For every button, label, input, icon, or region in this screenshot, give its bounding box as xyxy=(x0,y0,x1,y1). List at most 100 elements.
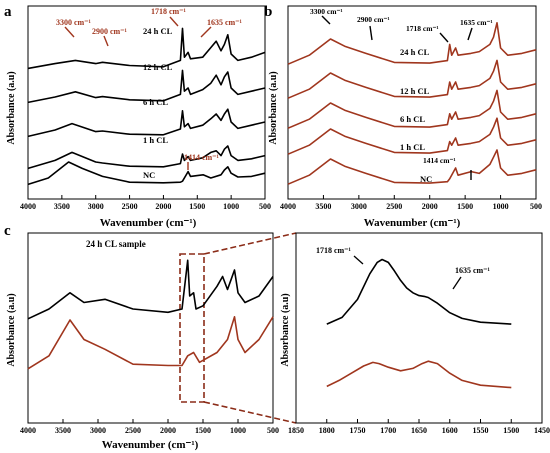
zoom-region-box xyxy=(179,253,205,403)
x-tick-label: 2500 xyxy=(125,426,141,435)
series-line-a-3 xyxy=(27,145,266,170)
arrow-b-3300-icon xyxy=(321,15,331,25)
annotation-b-1718: 1718 cm⁻¹ xyxy=(406,24,439,33)
x-tick-label: 1700 xyxy=(380,426,396,435)
panel-c-left-series xyxy=(27,259,274,370)
panel-c-label: c xyxy=(4,223,11,239)
x-tick-label: 4000 xyxy=(20,202,36,211)
zoom-connectors xyxy=(203,232,297,424)
panel-a-xlabel: Wavenumber (cm⁻¹) xyxy=(100,217,197,229)
x-tick-label: 1600 xyxy=(442,426,458,435)
x-tick-label: 3000 xyxy=(351,202,367,211)
annotation-b-1635: 1635 cm⁻¹ xyxy=(460,18,493,27)
panel-a-frame xyxy=(27,5,266,200)
panel-a: 4000 3500 3000 2500 2000 1500 1000 500 a Absorb… xyxy=(4,4,271,229)
x-tick-label: 1500 xyxy=(503,426,519,435)
panel-b-ticks: 4000 3500 3000 2500 2000 1500 1000 500 xyxy=(280,195,542,211)
sample-label-1h: 1 h CL xyxy=(143,135,168,145)
arrow-c-1718-icon xyxy=(353,255,364,265)
arrow-c-1635-icon xyxy=(452,276,462,290)
annotation-c-1718: 1718 cm⁻¹ xyxy=(316,246,351,255)
x-tick-label: 1850 xyxy=(288,426,304,435)
annotation-b-1414: 1414 cm⁻¹ xyxy=(423,156,456,165)
panel-c-left: 4000 3500 3000 2500 2000 1500 1000 500 c 24 h C… xyxy=(4,223,279,451)
x-tick-label: 1500 xyxy=(195,426,211,435)
x-tick-label: 2000 xyxy=(160,426,176,435)
panel-c-right-ticks: 1850 1800 1750 1700 1650 1600 1550 1500 1450 xyxy=(288,419,550,435)
x-tick-label: 1500 xyxy=(457,202,473,211)
series-line-c-right-1 xyxy=(326,360,512,389)
panel-c-left-xlabel: Wavenumber (cm⁻¹) xyxy=(102,439,199,451)
x-tick-label: 4000 xyxy=(280,202,296,211)
panel-a-annotations: 3300 cm⁻¹ 2900 cm⁻¹ 1718 cm⁻¹ 1635 cm⁻¹ … xyxy=(56,7,242,162)
annotation-b-3300: 3300 cm⁻¹ xyxy=(310,7,343,16)
panel-c-left-ticks: 4000 3500 3000 2500 2000 1500 1000 500 xyxy=(20,419,279,435)
x-tick-label: 1550 xyxy=(473,426,489,435)
panel-c-right-ylabel: Absorbance (a.u) xyxy=(280,293,291,366)
panel-b-arrows xyxy=(321,15,473,180)
series-line-a-1 xyxy=(27,69,266,104)
series-line-b-0 xyxy=(287,22,537,65)
x-tick-label: 2500 xyxy=(122,202,138,211)
series-line-c-left-0 xyxy=(27,259,274,320)
sample-label-24h: 24 h CL xyxy=(143,26,173,36)
x-tick-label: 2000 xyxy=(155,202,171,211)
annotation-2900: 2900 cm⁻¹ xyxy=(92,27,127,36)
panel-a-sample-labels: 24 h CL 12 h CL 6 h CL 1 h CL NC xyxy=(143,26,173,180)
sample-label-b-1h: 1 h CL xyxy=(400,142,425,152)
panel-c-right-frame xyxy=(295,232,543,424)
panel-c-title: 24 h CL sample xyxy=(86,239,146,249)
annotation-c-1635: 1635 cm⁻¹ xyxy=(455,266,490,275)
panel-c-left-frame xyxy=(27,232,274,424)
series-line-a-4 xyxy=(27,161,266,186)
arrow-3300-icon xyxy=(64,26,75,38)
sample-label-12h: 12 h CL xyxy=(143,62,173,72)
sample-label-b-24h: 24 h CL xyxy=(400,47,430,57)
panel-c-right: 1850 1800 1750 1700 1650 1600 1550 1500 1450 Abs… xyxy=(280,232,550,435)
x-tick-label: 1650 xyxy=(411,426,427,435)
arrow-b-1718-icon xyxy=(439,32,449,43)
panel-a-arrows xyxy=(64,16,212,170)
panel-b-label: b xyxy=(264,4,272,20)
series-line-b-2 xyxy=(287,89,537,129)
x-tick-label: 500 xyxy=(530,202,542,211)
series-line-a-2 xyxy=(27,108,266,138)
x-tick-label: 3500 xyxy=(55,426,71,435)
sample-label-nc: NC xyxy=(143,170,155,180)
x-tick-label: 1000 xyxy=(230,426,246,435)
x-tick-label: 1800 xyxy=(319,426,335,435)
panel-b-annotations: 3300 cm⁻¹ 2900 cm⁻¹ 1718 cm⁻¹ 1635 cm⁻¹ … xyxy=(310,7,493,165)
panel-b-sample-labels: 24 h CL 12 h CL 6 h CL 1 h CL NC xyxy=(400,47,432,184)
sample-label-b-12h: 12 h CL xyxy=(400,86,430,96)
arrow-2900-icon xyxy=(103,35,109,47)
x-tick-label: 1750 xyxy=(350,426,366,435)
series-line-c-left-1 xyxy=(27,316,274,370)
annotation-1718: 1718 cm⁻¹ xyxy=(151,7,186,16)
sample-label-b-6h: 6 h CL xyxy=(400,114,425,124)
zoom-connector-top xyxy=(203,232,297,255)
x-tick-label: 3000 xyxy=(88,202,104,211)
annotation-1414: 1414 cm⁻¹ xyxy=(184,153,219,162)
x-tick-label: 3500 xyxy=(315,202,331,211)
annotation-1635: 1635 cm⁻¹ xyxy=(207,18,242,27)
arrow-1635-icon xyxy=(200,26,212,38)
sample-label-b-nc: NC xyxy=(420,174,432,184)
x-tick-label: 2500 xyxy=(386,202,402,211)
panel-b-series xyxy=(287,22,537,185)
series-line-c-right-0 xyxy=(326,258,512,325)
sample-label-6h: 6 h CL xyxy=(143,97,168,107)
panel-c-right-series xyxy=(326,258,512,389)
panel-c-right-annotations: 1718 cm⁻¹ 1635 cm⁻¹ xyxy=(316,246,490,275)
panel-b-ylabel: Absorbance (a.u) xyxy=(268,71,279,144)
x-tick-label: 3000 xyxy=(90,426,106,435)
panel-b: 4000 3500 3000 2500 2000 1500 1000 500 b Absorb… xyxy=(264,4,542,229)
series-line-b-1 xyxy=(287,59,537,99)
series-line-a-0 xyxy=(27,27,266,70)
x-tick-label: 1000 xyxy=(223,202,239,211)
arrow-b-1635-icon xyxy=(467,27,473,41)
x-tick-label: 3500 xyxy=(54,202,70,211)
panel-c-left-ylabel: Absorbance (a.u) xyxy=(6,293,17,366)
x-tick-label: 1000 xyxy=(493,202,509,211)
x-tick-label: 2000 xyxy=(422,202,438,211)
